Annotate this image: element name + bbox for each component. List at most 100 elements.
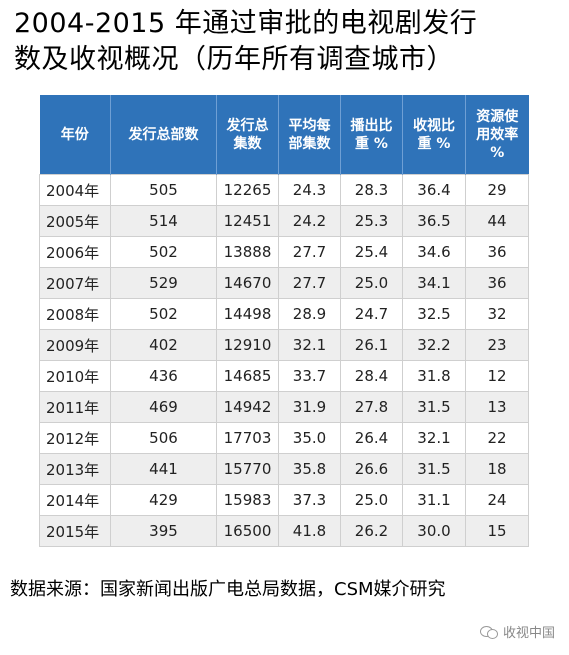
table-cell: 36.5 — [402, 205, 466, 237]
title-line-2: 数及收视概况（历年所有调查城市） — [14, 44, 454, 75]
table-cell: 505 — [110, 174, 217, 206]
year-cell: 2013年 — [39, 453, 111, 485]
table-cell: 34.6 — [402, 236, 466, 268]
year-cell: 2012年 — [39, 422, 111, 454]
column-header-line: 平均每 — [288, 117, 331, 134]
table-cell: 469 — [110, 391, 217, 423]
table-body: 2004年 505 12265 24.3 28.3 36.4 29 2005年 514 12451… — [39, 174, 529, 547]
column-header: 发行总 集数 — [216, 95, 279, 175]
column-header: 年份 — [39, 95, 111, 175]
table-cell: 16500 — [216, 515, 279, 547]
year-cell: 2014年 — [39, 484, 111, 516]
table-cell: 33.7 — [278, 360, 341, 392]
table-cell: 14942 — [216, 391, 279, 423]
table-row: 2011年 469 14942 31.9 27.8 31.5 13 — [39, 391, 529, 423]
table-cell: 31.5 — [402, 453, 466, 485]
column-header: 平均每 部集数 — [278, 95, 341, 175]
table-cell: 36 — [465, 236, 529, 268]
column-header: 发行总部数 — [110, 95, 217, 175]
header-row: 年份 发行总部数 发行总 集数 平均每 部集数 播出比重 % 收视比重 % 资源使 用效率% — [39, 95, 529, 175]
year-cell: 2005年 — [39, 205, 111, 237]
table-cell: 24.2 — [278, 205, 341, 237]
column-header: 资源使 用效率% — [465, 95, 529, 175]
table-cell: 12910 — [216, 329, 279, 361]
column-header-line: 资源使 — [476, 108, 519, 125]
table-row: 2006年 502 13888 27.7 25.4 34.6 36 — [39, 236, 529, 268]
column-header: 收视比重 % — [402, 95, 466, 175]
table-cell: 36 — [465, 267, 529, 299]
table-cell: 402 — [110, 329, 217, 361]
table-cell: 31.5 — [402, 391, 466, 423]
table-cell: 36.4 — [402, 174, 466, 206]
column-header-line: 年份 — [60, 126, 89, 143]
table-cell: 24.3 — [278, 174, 341, 206]
table-cell: 34.1 — [402, 267, 466, 299]
table-row: 2004年 505 12265 24.3 28.3 36.4 29 — [39, 174, 529, 206]
table-cell: 13 — [465, 391, 529, 423]
table-cell: 22 — [465, 422, 529, 454]
column-header-line: % — [490, 144, 505, 161]
table-cell: 28.3 — [340, 174, 403, 206]
page-title: 2004-2015 年通过审批的电视剧发行 数及收视概况（历年所有调查城市） — [14, 6, 559, 78]
table-cell: 395 — [110, 515, 217, 547]
table-cell: 28.4 — [340, 360, 403, 392]
table-cell: 31.9 — [278, 391, 341, 423]
table-cell: 13888 — [216, 236, 279, 268]
table-cell: 25.0 — [340, 484, 403, 516]
table-cell: 18 — [465, 453, 529, 485]
table-cell: 529 — [110, 267, 217, 299]
table-cell: 41.8 — [278, 515, 341, 547]
table-cell: 14498 — [216, 298, 279, 330]
table-cell: 26.6 — [340, 453, 403, 485]
table-cell: 31.1 — [402, 484, 466, 516]
year-cell: 2011年 — [39, 391, 111, 423]
data-table: 年份 发行总部数 发行总 集数 平均每 部集数 播出比重 % 收视比重 % 资源使 用效率% 20… — [39, 95, 529, 547]
table-cell: 429 — [110, 484, 217, 516]
title-line-1: 2004-2015 年通过审批的电视剧发行 — [14, 8, 478, 39]
table-cell: 26.4 — [340, 422, 403, 454]
column-header-line: 用效率 — [476, 126, 519, 143]
table-cell: 506 — [110, 422, 217, 454]
table-cell: 27.7 — [278, 236, 341, 268]
table-cell: 502 — [110, 298, 217, 330]
table-cell: 15983 — [216, 484, 279, 516]
table-row: 2008年 502 14498 28.9 24.7 32.5 32 — [39, 298, 529, 330]
table-cell: 25.4 — [340, 236, 403, 268]
table-cell: 25.3 — [340, 205, 403, 237]
table-cell: 15 — [465, 515, 529, 547]
year-cell: 2004年 — [39, 174, 111, 206]
year-cell: 2009年 — [39, 329, 111, 361]
column-header-line: 重 % — [355, 135, 388, 152]
table-cell: 32.1 — [278, 329, 341, 361]
table-cell: 32.2 — [402, 329, 466, 361]
table-cell: 27.8 — [340, 391, 403, 423]
year-cell: 2006年 — [39, 236, 111, 268]
table-row: 2007年 529 14670 27.7 25.0 34.1 36 — [39, 267, 529, 299]
table-cell: 35.8 — [278, 453, 341, 485]
table-cell: 17703 — [216, 422, 279, 454]
table-row: 2009年 402 12910 32.1 26.1 32.2 23 — [39, 329, 529, 361]
table-cell: 502 — [110, 236, 217, 268]
table-cell: 14685 — [216, 360, 279, 392]
table-cell: 514 — [110, 205, 217, 237]
table-cell: 436 — [110, 360, 217, 392]
table-cell: 14670 — [216, 267, 279, 299]
table-cell: 24.7 — [340, 298, 403, 330]
column-header-line: 发行总 — [226, 117, 269, 134]
table-row: 2012年 506 17703 35.0 26.4 32.1 22 — [39, 422, 529, 454]
year-cell: 2010年 — [39, 360, 111, 392]
table-cell: 29 — [465, 174, 529, 206]
column-header-line: 重 % — [417, 135, 451, 152]
table-cell: 12 — [465, 360, 529, 392]
table-cell: 35.0 — [278, 422, 341, 454]
table-cell: 24 — [465, 484, 529, 516]
watermark: 收视中国 — [479, 622, 555, 641]
table-cell: 26.2 — [340, 515, 403, 547]
column-header-line: 集数 — [233, 135, 262, 152]
column-header: 播出比重 % — [340, 95, 403, 175]
table-cell: 32.5 — [402, 298, 466, 330]
table-cell: 23 — [465, 329, 529, 361]
table-cell: 12265 — [216, 174, 279, 206]
table-cell: 32 — [465, 298, 529, 330]
column-header-line: 发行总部数 — [128, 126, 199, 143]
